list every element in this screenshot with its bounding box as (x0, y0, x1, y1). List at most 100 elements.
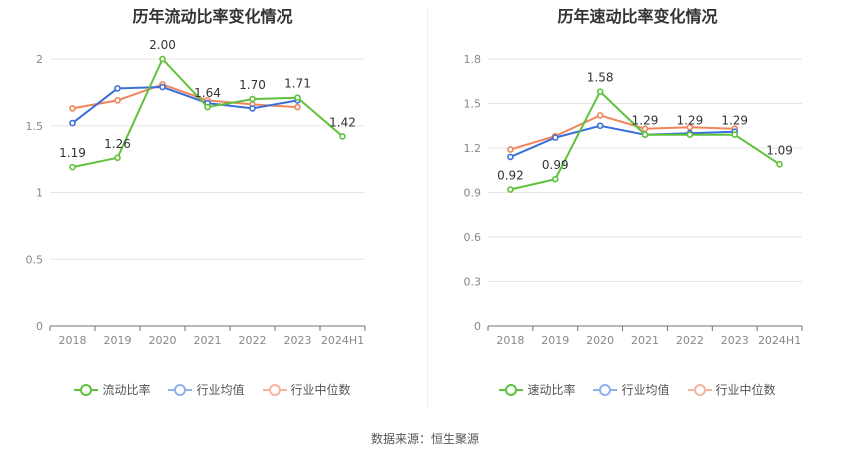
data-point (641, 125, 649, 133)
chart-title: 历年速动比率变化情况 (557, 7, 718, 26)
data-point (249, 105, 256, 112)
legend-label: 行业中位数 (715, 383, 776, 397)
quick-ratio-chart: 0 0.3 0.6 0.9 1.2 1.5 1.8 2018 2019 2020 2021 2022 2… (464, 53, 803, 347)
x-tick-label: 2023 (721, 334, 749, 347)
data-label: 1.19 (59, 146, 86, 160)
y-tick-label: 1.8 (464, 53, 482, 66)
y-tick-label: 0.3 (464, 276, 482, 289)
data-label: 0.99 (542, 158, 569, 172)
data-point (114, 154, 121, 162)
data-source-note: 数据来源：恒生聚源 (370, 432, 479, 446)
data-point (507, 146, 514, 153)
legend-swatch-icon (593, 383, 618, 396)
data-point (69, 105, 76, 112)
legend: 流动比率 行业均值 行业中位数 (0, 381, 425, 398)
legend-label: 速动比率 (527, 383, 576, 397)
panel-divider (427, 8, 428, 408)
data-point (686, 131, 694, 138)
y-tick-label: 0.6 (464, 231, 482, 244)
data-label: 1.29 (721, 114, 748, 128)
data-point (731, 131, 739, 138)
legend: 速动比率 行业均值 行业中位数 (425, 381, 850, 398)
y-tick-label: 1.5 (26, 120, 44, 133)
x-tick-label: 2021 (631, 334, 659, 347)
x-tick-label: 2024H1 (758, 334, 801, 347)
legend-item-current-ratio[interactable]: 流动比率 (74, 381, 150, 398)
data-point (114, 85, 121, 92)
data-point (507, 186, 514, 193)
series-line (72, 57, 344, 169)
data-label: 1.42 (329, 115, 356, 129)
data-label: 1.29 (676, 114, 703, 128)
data-point (204, 103, 211, 111)
legend-label: 行业均值 (621, 383, 670, 397)
data-label: 1.64 (194, 86, 221, 100)
data-label: 1.09 (766, 143, 793, 157)
legend-item-industry-median[interactable]: 行业中位数 (262, 381, 351, 398)
x-tick-label: 2021 (194, 334, 222, 347)
x-tick-label: 2022 (676, 334, 704, 347)
data-point (551, 134, 559, 141)
x-tick-label: 2020 (149, 334, 177, 347)
current-ratio-chart: 0 0.5 1 1.5 2 2018 2019 2020 2021 2022 2023 2024H1 1… (26, 38, 366, 347)
current-ratio-panel: 历年流动比率变化情况 0 0.5 1 1.5 2 2018 2019 2020 2021 2022… (0, 0, 425, 410)
x-tick-label: 2020 (586, 334, 614, 347)
legend-swatch-icon (74, 383, 99, 396)
x-tick-label: 2018 (496, 334, 524, 347)
data-point (551, 175, 559, 183)
legend-item-industry-mean[interactable]: 行业均值 (168, 381, 245, 398)
series-line (72, 83, 298, 110)
series-line (71, 85, 298, 124)
data-point (776, 161, 783, 168)
y-tick-label: 1.2 (464, 142, 482, 155)
legend-label: 行业均值 (196, 383, 245, 397)
legend-swatch-icon (168, 383, 193, 396)
legend-swatch-icon (687, 383, 712, 396)
y-tick-label: 0 (474, 320, 481, 333)
data-label: 2.00 (149, 38, 176, 52)
data-point (596, 112, 604, 119)
data-point (159, 55, 166, 63)
data-label: 1.26 (104, 137, 131, 151)
chart-title: 历年流动比率变化情况 (132, 7, 293, 26)
data-point (507, 153, 514, 161)
data-point (69, 163, 76, 171)
data-point (294, 103, 301, 111)
data-point (114, 97, 121, 104)
series-line (510, 124, 735, 158)
legend-label: 行业中位数 (290, 383, 351, 397)
x-tick-label: 2018 (59, 334, 87, 347)
data-label: 1.29 (632, 114, 659, 128)
y-tick-label: 1.5 (464, 98, 482, 111)
legend-item-industry-median[interactable]: 行业中位数 (687, 381, 776, 398)
y-tick-label: 0 (36, 320, 43, 333)
data-point (641, 131, 649, 138)
data-point (69, 119, 76, 127)
x-tick-label: 2022 (239, 334, 267, 347)
x-tick-label: 2019 (104, 334, 132, 347)
data-point (294, 94, 301, 102)
data-point (686, 123, 694, 131)
series-line (510, 114, 735, 151)
data-point (249, 95, 256, 103)
quick-ratio-panel: 历年速动比率变化情况 0 0.3 0.6 0.9 1.2 1.5 1.8 2018 2019 20… (425, 0, 850, 410)
legend-item-industry-mean[interactable]: 行业均值 (593, 381, 670, 398)
x-tick-label: 2019 (541, 334, 569, 347)
y-tick-label: 0.9 (464, 187, 482, 200)
data-point (159, 83, 166, 91)
data-label: 1.70 (239, 78, 266, 92)
data-label: 1.71 (284, 77, 311, 91)
data-point (596, 122, 604, 130)
y-tick-label: 1 (36, 187, 43, 200)
x-tick-label: 2024H1 (321, 334, 364, 347)
legend-item-quick-ratio[interactable]: 速动比率 (499, 381, 575, 398)
data-label: 1.58 (587, 71, 614, 85)
y-tick-label: 0.5 (26, 253, 44, 266)
data-point (596, 88, 604, 95)
data-point (339, 133, 346, 140)
legend-swatch-icon (262, 383, 287, 396)
legend-label: 流动比率 (102, 383, 151, 397)
y-tick-label: 2 (36, 53, 43, 66)
x-tick-label: 2023 (284, 334, 312, 347)
legend-swatch-icon (499, 383, 524, 396)
